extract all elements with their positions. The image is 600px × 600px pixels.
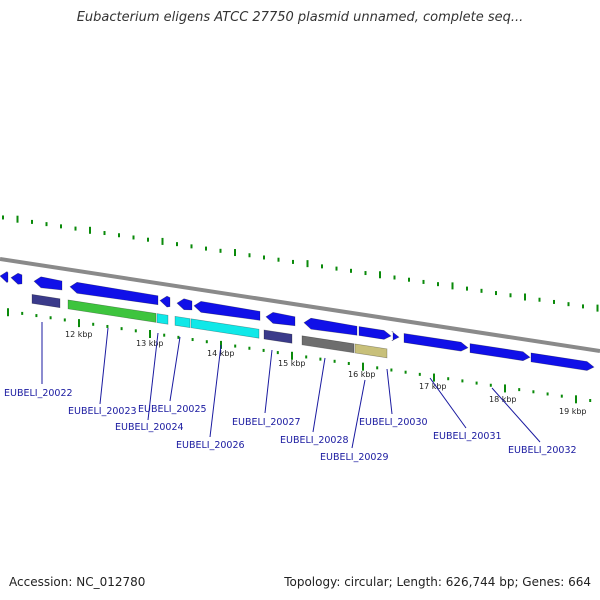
kbp-marker: 17 kbp xyxy=(419,382,447,391)
leader-line xyxy=(209,344,222,438)
gene-cds-eubeli_20023 xyxy=(67,299,157,323)
kbp-marker: 16 kbp xyxy=(348,370,376,379)
topology-value: circular xyxy=(344,575,389,589)
leader-line xyxy=(351,379,366,449)
accession-value: NC_012780 xyxy=(76,575,146,589)
backbone-line xyxy=(0,257,600,353)
leader-line xyxy=(386,368,393,415)
cds-arrow xyxy=(303,317,358,336)
inner-tick-track xyxy=(7,308,592,404)
cds-arrow xyxy=(159,295,171,308)
leader-line xyxy=(169,336,181,402)
gene-labels: EUBELI_20022 EUBELI_20023 EUBELI_20024 EUBE… xyxy=(4,322,577,463)
kbp-marker: 13 kbp xyxy=(136,339,164,348)
gene-cds-eubeli_20028 xyxy=(301,335,355,354)
leader-line xyxy=(99,327,109,405)
length-label: Length: xyxy=(396,575,442,589)
gene-label-eubeli_20031: EUBELI_20031 xyxy=(433,431,502,442)
gene-label-eubeli_20029: EUBELI_20029 xyxy=(320,452,389,463)
accession-label: Accession: xyxy=(9,575,73,589)
cds-arrow xyxy=(176,298,193,311)
gene-cds-eubeli_20027 xyxy=(263,329,293,344)
kbp-marker: 14 kbp xyxy=(207,349,235,358)
cds-arrow xyxy=(33,276,63,291)
leader-line xyxy=(147,332,159,421)
kbp-marker: 12 kbp xyxy=(65,330,93,339)
accession-footer: Accession: NC_012780 xyxy=(9,575,145,589)
gene-cds-eubeli_20026 xyxy=(190,318,260,339)
gene-cds-eubeli_20022 xyxy=(31,294,61,309)
gene-label-eubeli_20027: EUBELI_20027 xyxy=(232,417,301,428)
cds-arrow xyxy=(10,272,23,285)
map-title: Eubacterium eligens ATCC 27750 plasmid u… xyxy=(76,10,524,25)
cds-arrow xyxy=(358,326,392,340)
cds-arrow xyxy=(0,271,9,283)
leader-line xyxy=(312,357,326,433)
gene-cds-eubeli_20024 xyxy=(156,313,169,325)
kbp-marker: 19 kbp xyxy=(559,407,587,416)
gene-label-eubeli_20024: EUBELI_20024 xyxy=(115,422,184,433)
outer-tick-track xyxy=(2,215,599,312)
gene-cds-eubeli_20031 xyxy=(469,343,531,362)
cds-arrow xyxy=(193,301,261,321)
gene-label-eubeli_20023: EUBELI_20023 xyxy=(68,406,137,417)
topology-label: Topology: xyxy=(284,575,341,589)
cds-track xyxy=(0,271,595,371)
gene-cds-eubeli_20029 xyxy=(354,343,388,359)
leader-line xyxy=(491,387,541,443)
leader-line xyxy=(264,349,273,414)
gene-label-eubeli_20032: EUBELI_20032 xyxy=(508,445,577,456)
length-value: 626,744 bp xyxy=(445,575,515,589)
gene-cds-eubeli_20025 xyxy=(174,315,191,328)
gene-cds-eubeli_20032 xyxy=(530,352,595,371)
gene-cds-eubeli_20030 xyxy=(403,333,469,352)
genes-label: Genes: xyxy=(522,575,565,589)
genes-value: 664 xyxy=(568,575,591,589)
gene-label-eubeli_20030: EUBELI_20030 xyxy=(359,417,428,428)
gene-label-eubeli_20028: EUBELI_20028 xyxy=(280,435,349,446)
sequence-stats-footer: Topology: circular; Length: 626,744 bp; … xyxy=(284,575,591,589)
cds-arrow xyxy=(69,281,159,306)
gene-label-eubeli_20026: EUBELI_20026 xyxy=(176,440,245,451)
cds-arrow xyxy=(265,312,296,327)
leader-line xyxy=(429,377,467,429)
kbp-marker: 15 kbp xyxy=(278,359,306,368)
gene-label-eubeli_20022: EUBELI_20022 xyxy=(4,388,73,399)
gene-label-eubeli_20025: EUBELI_20025 xyxy=(138,404,207,415)
cds-arrow xyxy=(390,331,400,342)
